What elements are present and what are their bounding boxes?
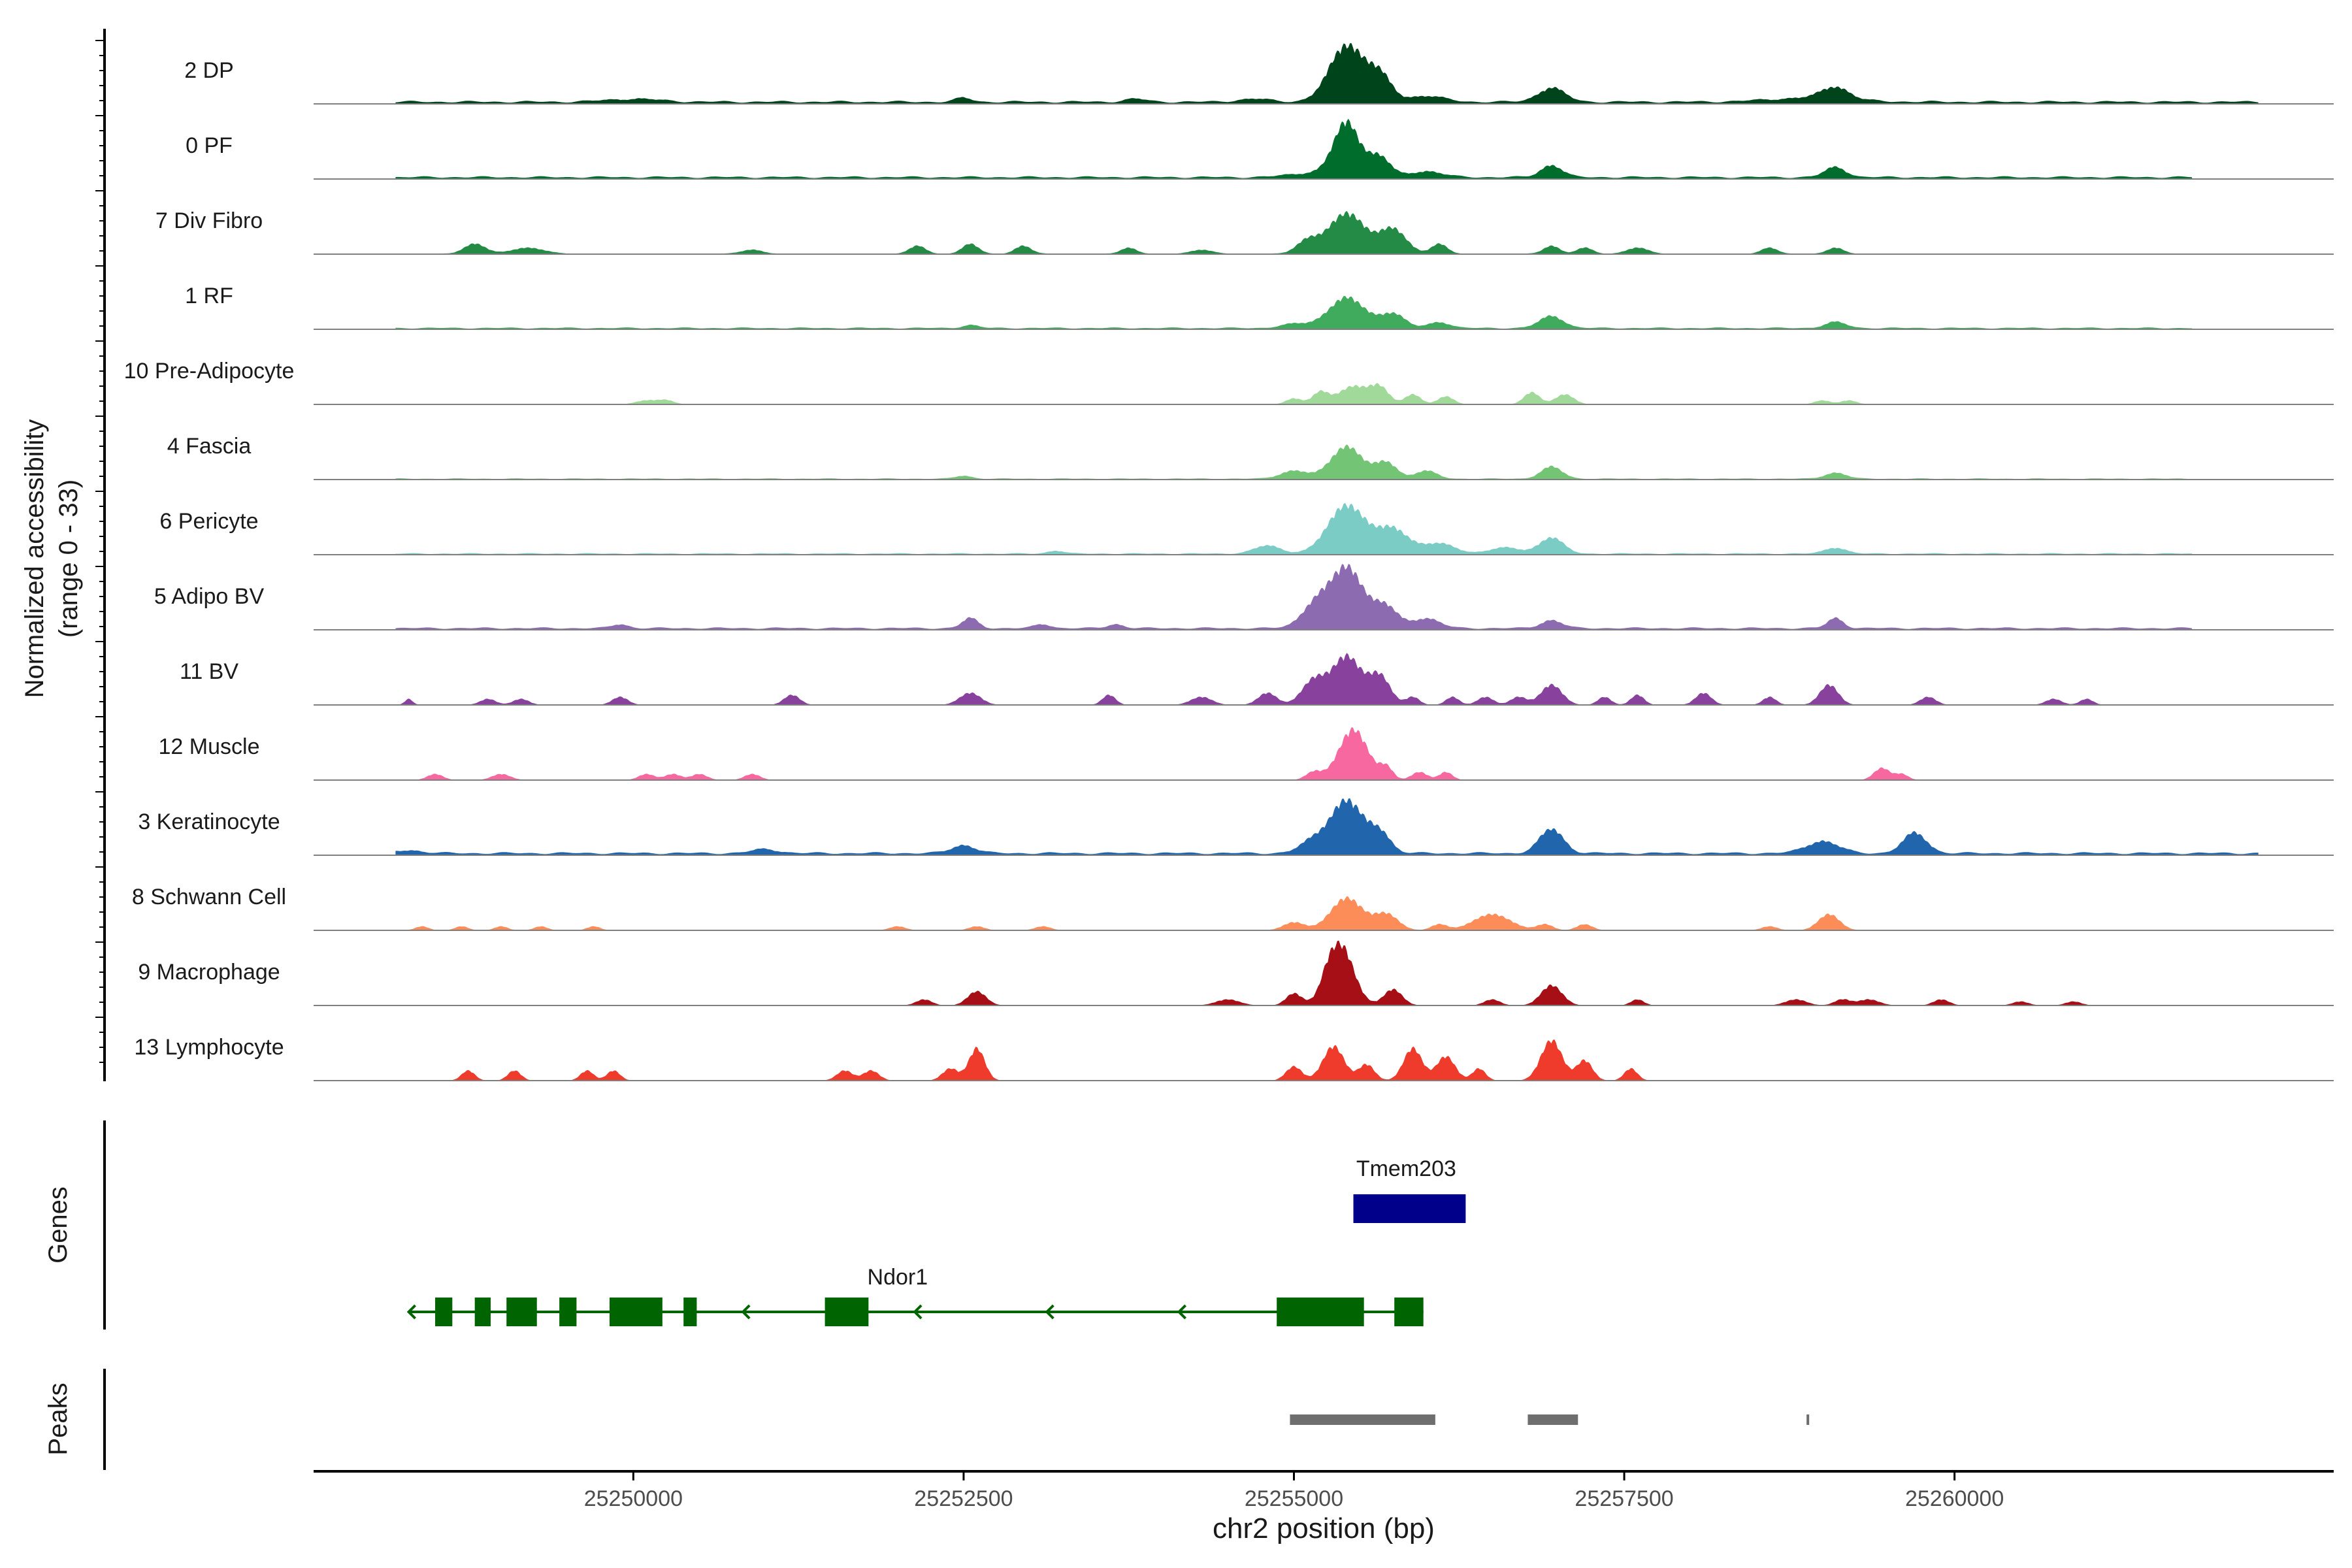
track-label: 1 RF [185,284,233,308]
track-7-div-fibro: 7 Div Fibro [155,208,2334,255]
track-label: 9 Macrophage [138,960,280,985]
track-2-dp: 2 DP [184,43,2334,105]
x-tick-label: 25250000 [584,1486,683,1511]
gene-strand-chevron [406,1304,417,1320]
track-area-5-adipo-bv [395,564,2193,630]
genes-panel-label: Genes [44,1186,73,1264]
track-5-adipo-bv: 5 Adipo BV [154,564,2334,630]
gene-exon [1353,1194,1466,1223]
track-area-9-macrophage [395,940,2193,1005]
gene-strand-chevron [913,1304,923,1320]
peak-region [1806,1414,1810,1425]
gene-strand-chevron [1177,1304,1186,1320]
gene-label: Tmem203 [1356,1156,1456,1181]
genes-label-group: Genes [44,1186,73,1264]
genes-track: Tmem203 Ndor1 [406,1156,1466,1326]
y-axis-title-line2: (range 0 - 33) [54,480,83,638]
peaks-label-group: Peaks [44,1382,73,1455]
track-label: 0 PF [186,133,233,158]
gene-exon [1394,1298,1424,1326]
y-axis-title-line1: Normalized accessibility [20,419,49,698]
track-label: 12 Muscle [159,734,260,759]
track-area-6-pericyte [395,502,2193,555]
track-label: 13 Lymphocyte [134,1035,284,1060]
y-axis-title: Normalized accessibility [20,419,49,698]
peaks-track [1290,1414,1810,1425]
track-area-3-keratinocyte [395,798,2259,855]
track-4-fascia: 4 Fascia [167,434,2334,480]
track-area-2-dp [395,43,2259,104]
x-tick-label: 25257500 [1575,1486,1673,1511]
track-8-schwann-cell: 8 Schwann Cell [132,885,2334,931]
gene-strand-chevron [741,1304,751,1320]
track-6-pericyte: 6 Pericyte [159,502,2334,555]
track-label: 4 Fascia [167,434,252,459]
track-area-11-bv [395,653,2193,705]
track-area-13-lymphocyte [395,1039,2193,1081]
coverage-tracks: 2 DP 0 PF 7 Div Fibro 1 RF 10 Pre-Adipocyte 4… [124,43,2334,1081]
y-axis-title-sub: (range 0 - 33) [54,480,83,638]
track-11-bv: 11 BV [180,653,2334,706]
gene-exon [683,1298,697,1326]
gene-exon [1277,1298,1364,1326]
gene-exon [506,1298,537,1326]
track-area-7-div-fibro [395,210,2193,254]
tracks-y-axis-ticks [95,40,105,1063]
track-area-8-schwann-cell [395,896,2259,930]
gene-ndor1: Ndor1 [406,1265,1424,1326]
x-tick-label: 25260000 [1905,1486,2004,1511]
track-label: 5 Adipo BV [154,584,265,609]
track-label: 3 Keratinocyte [138,809,280,834]
gene-tmem203: Tmem203 [1353,1156,1466,1223]
gene-exon [609,1298,662,1326]
track-3-keratinocyte: 3 Keratinocyte [138,798,2334,856]
track-0-pf: 0 PF [186,118,2334,180]
gene-exon [825,1298,869,1326]
peaks-panel-label: Peaks [44,1382,73,1455]
x-axis-title: chr2 position (bp) [1213,1512,1435,1544]
gene-exon [474,1298,491,1326]
peak-region [1527,1414,1578,1425]
x-tick-label: 25252500 [914,1486,1013,1511]
track-1-rf: 1 RF [185,284,2334,330]
track-10-pre-adipocyte: 10 Pre-Adipocyte [124,359,2334,405]
gene-exon [559,1298,577,1326]
gene-exon [435,1298,453,1326]
track-area-10-pre-adipocyte [395,383,2193,404]
track-area-4-fascia [395,444,2193,480]
track-12-muscle: 12 Muscle [159,727,2334,781]
track-label: 6 Pericyte [159,509,258,534]
x-tick-label: 25255000 [1245,1486,1343,1511]
track-label: 11 BV [180,659,238,684]
track-label: 10 Pre-Adipocyte [124,359,295,384]
track-13-lymphocyte: 13 Lymphocyte [134,1035,2334,1081]
peak-region [1290,1414,1435,1425]
track-area-0-pf [395,118,2193,179]
track-9-macrophage: 9 Macrophage [138,940,2334,1006]
gene-strand-chevron [1045,1304,1054,1320]
x-axis-ticks: 25250000 25252500 25255000 25257500 25260000 [584,1471,2004,1511]
track-area-1-rf [395,296,2193,329]
track-area-12-muscle [395,727,2193,780]
track-label: 7 Div Fibro [155,208,263,233]
track-label: 8 Schwann Cell [132,885,286,909]
gene-label: Ndor1 [868,1265,928,1290]
track-label: 2 DP [184,58,234,83]
